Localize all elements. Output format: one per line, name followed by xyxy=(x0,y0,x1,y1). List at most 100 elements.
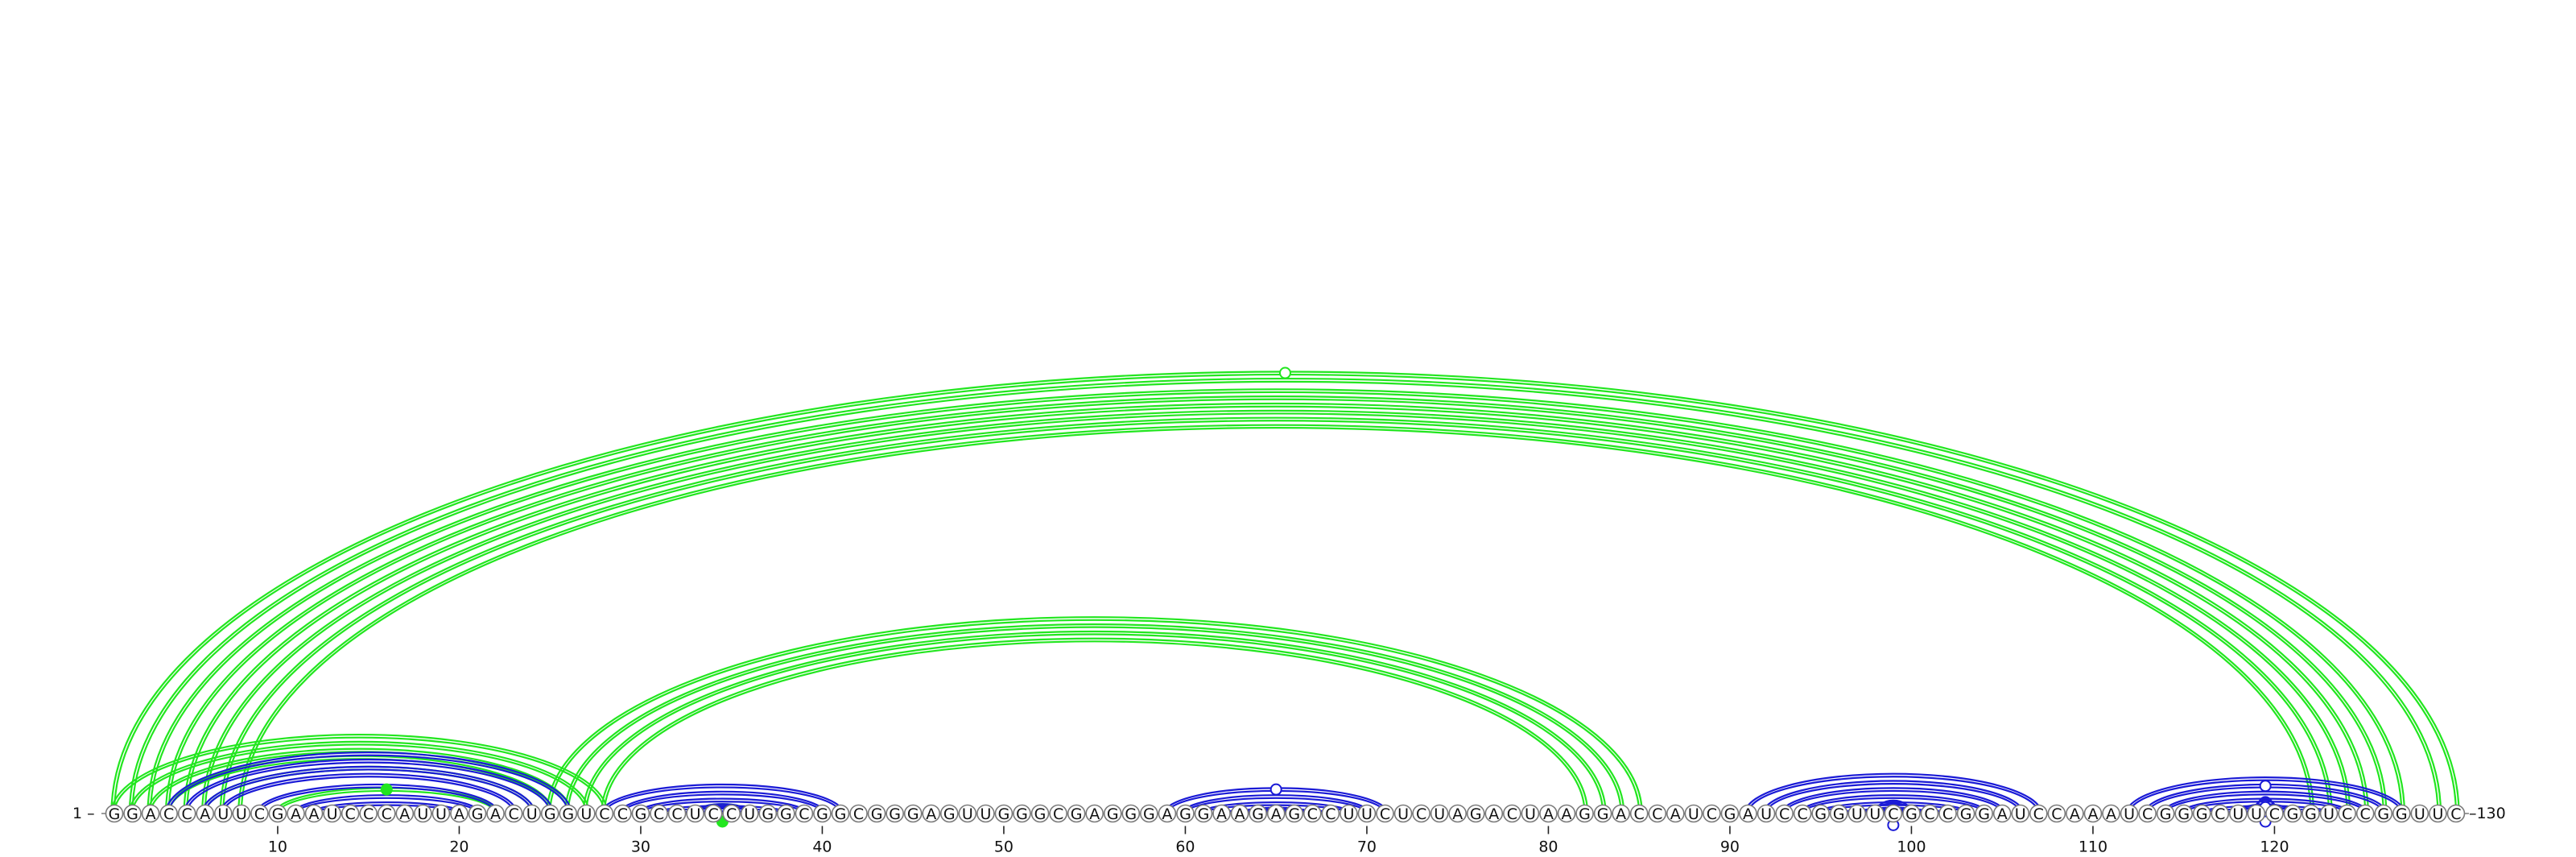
nucleotide-circle-66 xyxy=(1285,804,1304,823)
nucleotide-49: U xyxy=(980,805,991,823)
nucleotide-22: A xyxy=(490,805,501,823)
nucleotide-24: U xyxy=(526,805,538,823)
nucleotide-64: G xyxy=(1252,805,1264,823)
green-arc-1-28 xyxy=(113,736,605,814)
nucleotide-circle-10 xyxy=(268,804,287,823)
nucleotide-97: U xyxy=(1852,805,1863,823)
tick-label-120: 120 xyxy=(2260,838,2289,856)
nucleotide-circle-41 xyxy=(831,804,850,823)
green-arc-2-27 xyxy=(131,743,588,814)
nucleotide-11: A xyxy=(291,805,301,823)
blue-arc-29-40-outer xyxy=(618,790,827,814)
nucleotide-89: C xyxy=(1707,805,1717,823)
nucleotide-17: A xyxy=(399,805,410,823)
nucleotide-44: G xyxy=(889,805,901,823)
nucleotide-circle-31 xyxy=(650,804,668,823)
green-arc-2-27-outer xyxy=(128,740,590,814)
nucleotide-circle-103 xyxy=(1956,804,1975,823)
green-arc-5-125 xyxy=(186,405,2367,814)
blue-arc-9-22-outer xyxy=(255,783,500,814)
nucleotide-31: C xyxy=(654,805,664,823)
nucleotide-circle-55 xyxy=(1085,804,1104,823)
nucleotide-circle-13 xyxy=(323,804,341,823)
nucleotide-123: U xyxy=(2323,805,2334,823)
nucleotide-circle-47 xyxy=(940,804,959,823)
nucleotide-18: U xyxy=(417,805,428,823)
nucleotide-circle-51 xyxy=(1013,804,1031,823)
nucleotide-127: G xyxy=(2396,805,2408,823)
nucleotide-68: C xyxy=(1325,805,1335,823)
nucleotide-circle-89 xyxy=(1703,804,1721,823)
nucleotide-circle-107 xyxy=(2029,804,2048,823)
nucleotide-1: G xyxy=(109,805,121,823)
nucleotide-circle-15 xyxy=(359,804,378,823)
nucleotide-4: C xyxy=(163,805,174,823)
nucleotide-circle-64 xyxy=(1249,804,1267,823)
nucleotide-21: G xyxy=(472,805,484,823)
nucleotide-circle-72 xyxy=(1393,804,1413,823)
green-arc-25-85-outer xyxy=(546,616,1643,814)
green-arc-26-84 xyxy=(567,626,1622,814)
nucleotide-101: C xyxy=(1924,805,1934,823)
nucleotide-circle-7 xyxy=(213,804,233,823)
blue-arc-30-39 xyxy=(639,801,805,814)
nucleotide-33: U xyxy=(690,805,701,823)
nucleotide-circle-106 xyxy=(2011,804,2030,823)
nucleotide-circle-114 xyxy=(2156,804,2175,823)
nucleotide-93: C xyxy=(1779,805,1790,823)
nucleotide-39: C xyxy=(799,805,809,823)
nucleotide-55: A xyxy=(1089,805,1100,823)
nucleotide-circle-12 xyxy=(304,804,324,823)
blue-arc-112-127-outer xyxy=(2125,776,2405,814)
blue-arc-94-104 xyxy=(1802,797,1985,814)
blue-open-marker-59-71 xyxy=(1269,783,1282,796)
nucleotide-circle-128 xyxy=(2410,804,2429,823)
nucleotide-95: G xyxy=(1814,805,1827,823)
nucleotide-circle-81 xyxy=(1557,804,1576,823)
nucleotide-90: G xyxy=(1724,805,1736,823)
nucleotide-circle-92 xyxy=(1757,804,1776,823)
green-arc-28-82 xyxy=(603,640,1586,814)
green-arc-28-82-outer xyxy=(601,637,1589,814)
nucleotide-35: C xyxy=(726,805,737,823)
nucleotide-circle-104 xyxy=(1975,804,1993,823)
nucleotide-82: G xyxy=(1579,805,1591,823)
blue-arc-5-25-outer xyxy=(183,758,554,814)
nucleotide-circle-65 xyxy=(1266,804,1286,823)
nucleotide-100: G xyxy=(1905,805,1918,823)
nucleotide-122: G xyxy=(2305,805,2317,823)
green-arc-1-130-outer xyxy=(110,371,2460,814)
nucleotide-72: U xyxy=(1397,805,1409,823)
nucleotide-47: G xyxy=(943,805,956,823)
nucleotide-9: C xyxy=(254,805,265,823)
nucleotide-circle-119 xyxy=(2247,804,2266,823)
nucleotide-circle-59 xyxy=(1158,804,1177,823)
nucleotide-105: A xyxy=(1997,805,2008,823)
nucleotide-circle-105 xyxy=(1992,804,2012,823)
nucleotide-circle-79 xyxy=(1521,804,1540,823)
green-filled-marker-10-22 xyxy=(380,783,393,796)
tick-label-70: 70 xyxy=(1357,838,1377,856)
nucleotide-83: G xyxy=(1597,805,1609,823)
nucleotide-circle-9 xyxy=(250,804,269,823)
sequence-end-label: –130 xyxy=(2469,805,2506,822)
nucleotide-circle-123 xyxy=(2319,804,2339,823)
nucleotide-50: G xyxy=(998,805,1010,823)
nucleotide-circle-30 xyxy=(631,804,650,823)
green-arc-27-83 xyxy=(585,633,1604,814)
tick-label-80: 80 xyxy=(1538,838,1558,856)
nucleotide-45: G xyxy=(907,805,919,823)
nucleotide-circle-70 xyxy=(1357,804,1377,823)
nucleotide-7: U xyxy=(217,805,229,823)
position-axis: 10 20 30 40 50 60 70 80 90 100 110 120 xyxy=(268,826,2289,856)
nucleotide-108: C xyxy=(2051,805,2062,823)
nucleotide-36: U xyxy=(744,805,755,823)
blue-arc-114-125 xyxy=(2165,793,2367,814)
nucleotide-circle-48 xyxy=(958,804,977,823)
nucleotide-circle-112 xyxy=(2120,804,2139,823)
blue-arc-28-41 xyxy=(603,786,842,814)
nucleotide-52: G xyxy=(1034,805,1046,823)
nucleotide-circle-67 xyxy=(1303,804,1322,823)
nucleotide-circle-83 xyxy=(1593,804,1612,823)
